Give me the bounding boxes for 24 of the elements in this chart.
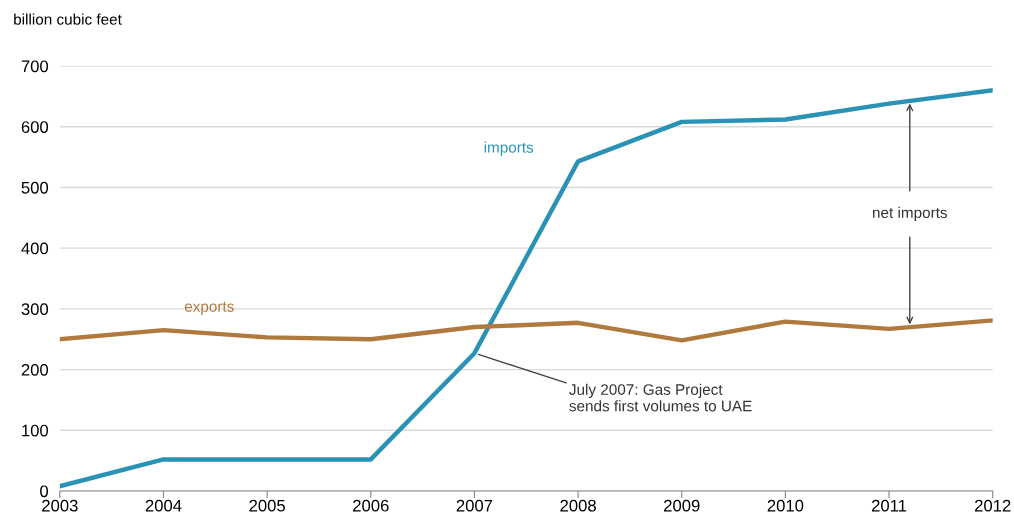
- line-series: [59, 318, 993, 343]
- y-tick-label: 100: [22, 424, 49, 437]
- y-tick-label: 300: [21, 303, 49, 316]
- y-tick-label: 0: [40, 485, 49, 498]
- x-tick-label: 2009: [664, 499, 700, 512]
- y-tick-label: 600: [21, 121, 49, 133]
- series-label: exports: [184, 301, 234, 315]
- y-tick-label: 200: [21, 363, 49, 376]
- x-tick-label: 2007: [456, 499, 493, 512]
- x-tick-label: 2008: [560, 499, 596, 512]
- x-tick-label: 2003: [42, 499, 78, 512]
- x-tick-label: 2006: [353, 499, 389, 512]
- y-tick-label: 700: [21, 60, 49, 73]
- x-tick-label: 2012: [975, 499, 1011, 512]
- y-axis-title: billion cubic feet: [14, 13, 122, 25]
- annotation: July 2007: Gas Project sends first volumes to UAE: [569, 383, 752, 412]
- y-tick-label: 500: [21, 181, 49, 194]
- annotation: net imports: [873, 206, 948, 222]
- text: imports: [484, 141, 534, 156]
- x-tick-label: 2011: [871, 499, 907, 512]
- x-tick-label: 2004: [145, 499, 182, 512]
- x-tick-label: 2010: [767, 499, 804, 512]
- x-tick-label: 2005: [249, 499, 285, 512]
- y-tick-label: 400: [21, 242, 49, 255]
